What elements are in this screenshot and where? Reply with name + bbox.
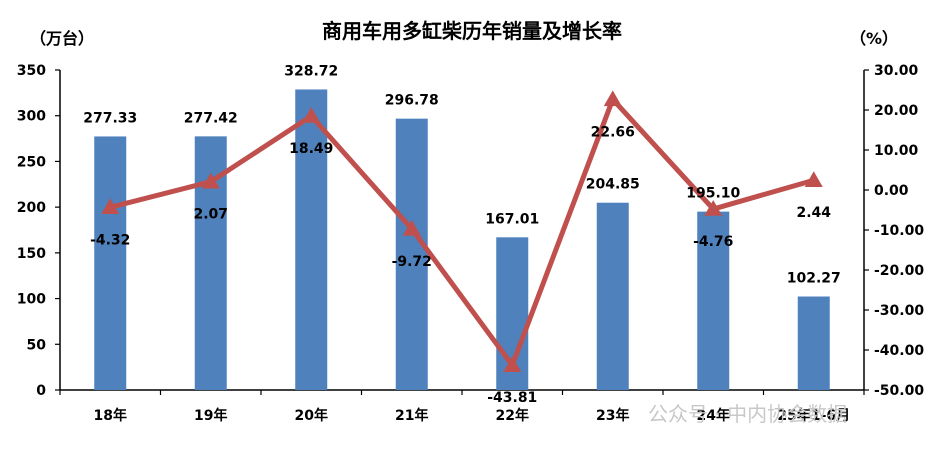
growth-rate-label: 2.07: [193, 207, 228, 223]
data-labels: 277.33 277.42 328.72 296.78 167.01 204.85 195.…: [83, 63, 841, 406]
sales-bar: [596, 202, 629, 390]
growth-rate-marker: [201, 172, 220, 189]
x-axis-category-label: 23年: [596, 407, 629, 424]
x-axis-category-label: 20年: [295, 407, 328, 424]
sales-bar: [94, 136, 127, 390]
bar-value-label: 296.78: [385, 93, 439, 109]
x-axis-category-label: 21年: [395, 407, 428, 424]
bar-value-label: 195.10: [686, 186, 740, 202]
bar-value-label: 277.42: [184, 110, 238, 126]
growth-rate-label: -43.81: [487, 390, 537, 406]
growth-rate-label: 2.44: [796, 205, 831, 221]
left-axis-tick-label: 150: [17, 246, 46, 262]
growth-rate-marker: [101, 198, 120, 215]
growth-rate-marker: [804, 171, 823, 187]
left-axis-tick-label: 350: [17, 63, 46, 79]
sales-bar: [295, 89, 328, 391]
bars: [94, 89, 830, 391]
sales-bar: [395, 118, 428, 390]
left-axis-tick-label: 100: [17, 292, 46, 308]
bar-value-label: 102.27: [787, 270, 841, 286]
right-axis-tick-label: 20.00: [874, 103, 919, 119]
sales-bar: [697, 211, 730, 390]
left-axis-tick-label: 250: [17, 154, 46, 170]
left-axis-tick-label: 0: [36, 383, 46, 399]
right-axis-tick-label: -20.00: [874, 263, 924, 279]
right-axis-unit: （%）: [850, 29, 898, 48]
watermark: 公众号 · 中内协会数据: [648, 402, 847, 426]
growth-rate-line: [109, 96, 815, 368]
right-axis-tick-label: -30.00: [874, 303, 924, 319]
right-axis-tick-label: 10.00: [874, 143, 919, 159]
growth-rate-marker: [402, 219, 421, 236]
x-axis-category-label: 19年: [194, 407, 227, 424]
bar-value-label: 277.33: [83, 110, 137, 126]
left-axis-tick-label: 200: [17, 200, 46, 216]
x-axis-category-label: 25年1-6月: [777, 407, 850, 424]
growth-rate-label: 22.66: [591, 124, 635, 140]
growth-rate-marker: [503, 356, 522, 372]
growth-rate-marker: [302, 107, 321, 123]
right-axis-tick-label: -50.00: [874, 383, 924, 399]
growth-rate-label: -4.76: [693, 234, 733, 250]
right-axis-tick-label: 0.00: [874, 183, 909, 199]
bar-value-label: 328.72: [284, 63, 338, 79]
left-axis-unit: （万台）: [30, 29, 94, 48]
right-axis-tick-label: 30.00: [874, 63, 919, 79]
growth-rate-marker: [704, 200, 723, 216]
bar-value-label: 204.85: [586, 177, 640, 193]
sales-bar: [797, 296, 830, 390]
right-axis-tick-label: -40.00: [874, 343, 924, 359]
axes: 0 50 100 150 200 250 300 350 -50.00 -40.00 -30.00 -…: [17, 63, 925, 424]
bar-value-label: 167.01: [485, 211, 539, 227]
chart-title: 商用车用多缸柴历年销量及增长率: [322, 19, 622, 43]
right-axis-tick-label: -10.00: [874, 223, 924, 239]
left-axis-tick-label: 50: [27, 337, 47, 353]
x-axis-category-label: 18年: [94, 407, 127, 424]
growth-rate-marker: [603, 90, 622, 107]
x-axis-category-label: 22年: [496, 407, 529, 424]
growth-rate-label: -9.72: [392, 254, 432, 270]
growth-line: [101, 90, 823, 372]
growth-rate-label: -4.32: [90, 232, 130, 248]
x-axis-category-label: 24年: [697, 407, 730, 424]
left-axis-tick-label: 300: [17, 109, 46, 125]
growth-rate-label: 18.49: [289, 141, 333, 157]
